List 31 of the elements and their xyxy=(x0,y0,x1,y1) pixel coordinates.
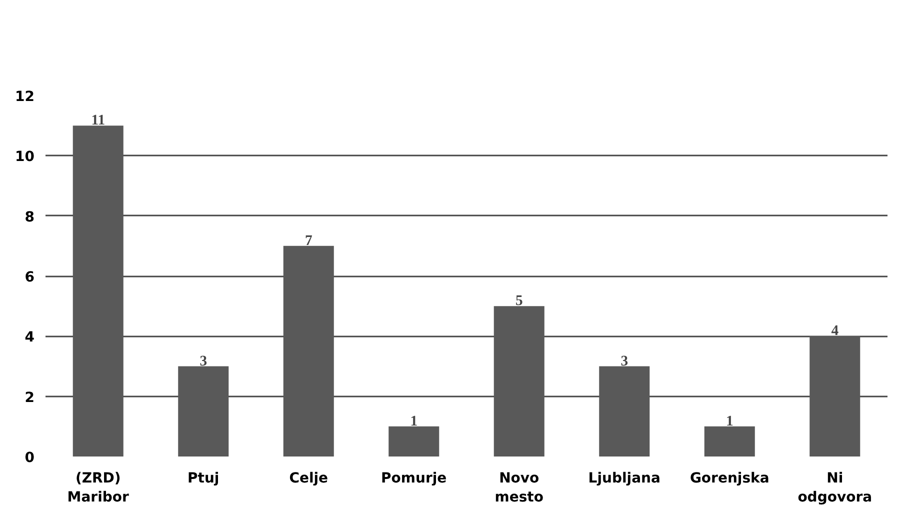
y-tick-label: 8 xyxy=(24,209,35,226)
data-label: 1 xyxy=(726,413,734,430)
y-tick-label: 2 xyxy=(24,390,35,406)
x-tick-label: Ptuj xyxy=(188,470,220,486)
y-tick-label: 4 xyxy=(24,330,35,346)
bar xyxy=(178,366,229,456)
data-label: 3 xyxy=(200,353,208,370)
data-label: 3 xyxy=(620,353,628,370)
y-tick-label: 6 xyxy=(24,270,35,286)
data-label: 1 xyxy=(410,413,418,430)
bar xyxy=(810,336,860,456)
x-tick-label: Novo mesto xyxy=(494,470,544,506)
data-label: 7 xyxy=(304,232,312,249)
bar xyxy=(704,426,755,456)
x-tick-label: (ZRD) Maribor xyxy=(67,470,130,506)
x-tick-label: Ljubljana xyxy=(588,470,660,486)
x-tick-label: Celje xyxy=(289,470,328,486)
y-tick-label: 12 xyxy=(15,89,34,105)
data-label: 5 xyxy=(515,293,523,310)
x-tick-label: Ni odgovora xyxy=(798,470,872,506)
data-label: 4 xyxy=(831,323,840,340)
bar xyxy=(599,366,650,456)
x-tick-label: Pomurje xyxy=(381,470,447,486)
bar xyxy=(494,306,544,456)
data-label: 11 xyxy=(91,112,106,129)
y-tick-label: 10 xyxy=(15,149,35,166)
x-tick-label: Gorenjska xyxy=(690,470,770,486)
bar xyxy=(388,426,440,456)
y-tick-label: 0 xyxy=(24,450,35,466)
bar xyxy=(72,126,124,456)
bar xyxy=(283,246,334,456)
